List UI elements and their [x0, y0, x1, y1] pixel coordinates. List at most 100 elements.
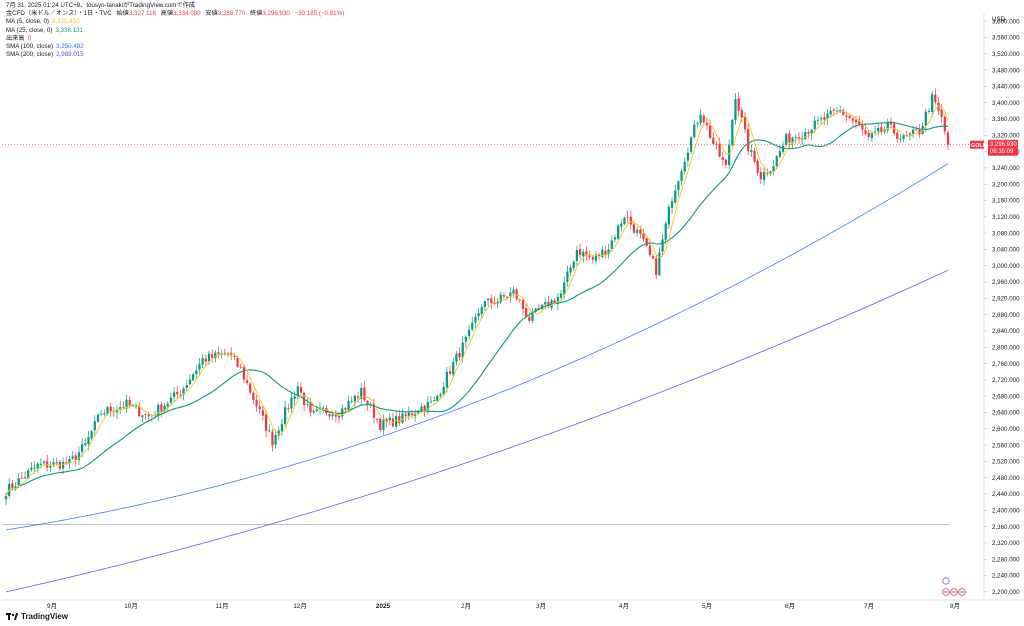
- candle-down: [915, 129, 918, 131]
- tradingview-brand[interactable]: TradingView: [6, 612, 68, 621]
- candle-up: [480, 307, 483, 315]
- candle-up: [816, 120, 820, 121]
- candle-up: [471, 322, 474, 330]
- candle-up: [226, 353, 230, 355]
- candle-down: [629, 216, 632, 225]
- candle-down: [249, 383, 252, 393]
- candle-up: [496, 301, 499, 304]
- candle-up: [157, 404, 160, 417]
- price-tick-label: 2,280.000: [992, 556, 1020, 563]
- candle-down: [521, 300, 525, 309]
- price-tick-label: 3,080.000: [992, 230, 1020, 237]
- price-tick-label: 2,840.000: [992, 328, 1020, 335]
- candle-up: [594, 254, 598, 261]
- candle-down: [943, 116, 946, 132]
- candle-up: [829, 110, 832, 115]
- candle-down: [645, 238, 648, 246]
- candle-up: [401, 413, 404, 423]
- candle-down: [842, 110, 845, 115]
- candle-up: [791, 137, 794, 144]
- candle-down: [724, 159, 728, 165]
- candle-up: [55, 462, 58, 464]
- candle-down: [642, 233, 645, 240]
- candle-down: [502, 295, 506, 297]
- candle-up: [274, 434, 277, 445]
- candle-up: [68, 458, 71, 464]
- candle-up: [731, 119, 734, 146]
- candle-up: [134, 405, 138, 407]
- indicator-row[interactable]: SMA (200, close) 2,989.015: [6, 51, 344, 59]
- candle-down: [648, 245, 651, 255]
- symbol-tag-label: GOLD: [971, 143, 987, 149]
- candles: [4, 88, 950, 506]
- candle-up: [680, 171, 683, 182]
- indicator-row[interactable]: 出来高 0: [6, 35, 344, 43]
- candle-down: [385, 419, 388, 422]
- candle-up: [474, 316, 477, 323]
- candle-down: [946, 132, 950, 145]
- candle-up: [125, 399, 128, 409]
- indicator-row[interactable]: MA (5, close, 0) 3,325.450: [6, 18, 344, 26]
- candle-up: [33, 467, 36, 469]
- chart-title-line: 7月 31, 2025 01:24 UTC+9、tousyo-tanakiがTr…: [6, 2, 195, 9]
- candle-up: [486, 298, 490, 301]
- indicator-label: SMA (200, close): [6, 51, 54, 59]
- candle-up: [331, 414, 334, 417]
- time-axis-label: 11月: [215, 602, 228, 610]
- candle-down: [179, 394, 182, 396]
- candle-up: [36, 463, 39, 469]
- candle-up: [14, 486, 17, 489]
- candle-up: [306, 404, 309, 406]
- candle-up: [315, 409, 318, 412]
- time-axis-label: 8月: [950, 602, 960, 610]
- candle-down: [239, 366, 242, 368]
- candle-up: [103, 413, 106, 415]
- candle-up: [49, 465, 52, 468]
- tradingview-logo-icon: [6, 612, 18, 620]
- candle-up: [750, 150, 753, 152]
- candle-up: [395, 416, 398, 427]
- indicator-label: SMA (100, close): [6, 42, 54, 50]
- candle-down: [217, 352, 220, 355]
- candle-up: [207, 353, 211, 362]
- price-tick-label: 2,800.000: [992, 344, 1020, 351]
- candle-up: [284, 407, 287, 424]
- candle-up: [442, 386, 445, 395]
- indicator-value: 2,989.015: [56, 51, 84, 59]
- candle-down: [261, 410, 265, 416]
- candle-down: [271, 431, 274, 446]
- price-tick-label: 3,000.000: [992, 263, 1020, 270]
- candle-up: [810, 129, 813, 134]
- candle-up: [93, 421, 96, 431]
- candle-down: [832, 109, 835, 111]
- candle-up: [544, 302, 547, 305]
- currency-label: USD: [992, 16, 1006, 23]
- candle-up: [794, 137, 797, 139]
- price-tick-label: 2,920.000: [992, 296, 1020, 303]
- candle-up: [870, 133, 873, 139]
- price-tick-label: 2,640.000: [992, 410, 1020, 417]
- candle-up: [734, 99, 737, 121]
- last-price-tag-bg: [988, 139, 1018, 156]
- price-tick-label: 3,040.000: [992, 247, 1020, 254]
- candle-down: [337, 415, 341, 418]
- candle-down: [138, 406, 141, 416]
- candle-up: [455, 353, 458, 362]
- candle-down: [740, 110, 743, 118]
- time-axis-label: 2025: [376, 603, 391, 610]
- candle-down: [854, 119, 858, 123]
- candle-up: [804, 132, 807, 140]
- price-tick-label: 2,480.000: [992, 475, 1020, 482]
- symbol-tag-bg: [970, 140, 984, 149]
- indicator-row[interactable]: SMA (100, close) 3,250.482: [6, 43, 344, 51]
- price-tick-label: 3,360.000: [992, 116, 1020, 123]
- candle-up: [452, 361, 455, 375]
- symbol-name[interactable]: 金CFD（米ドル／オンス）・1日・TVC: [6, 10, 112, 18]
- candle-up: [426, 401, 429, 411]
- candle-up: [610, 240, 613, 249]
- indicator-row[interactable]: MA (25, close, 0) 3,338.131: [6, 27, 344, 35]
- candle-up: [417, 411, 420, 414]
- candle-down: [934, 94, 937, 103]
- candle-up: [30, 467, 33, 470]
